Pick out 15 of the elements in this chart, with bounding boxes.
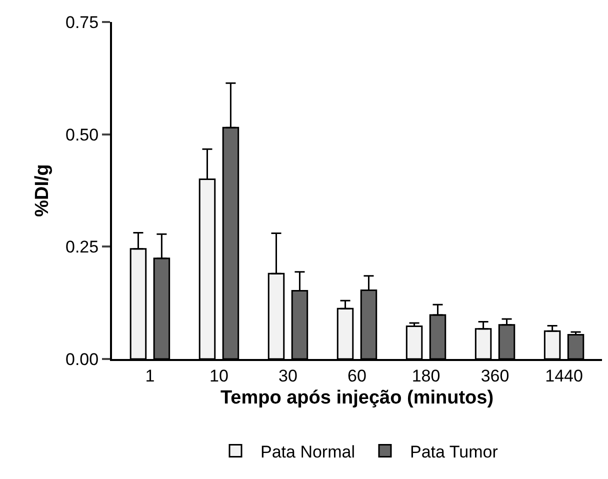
y-tick-label: 0.25 (66, 238, 99, 257)
x-tick-label: 30 (278, 366, 298, 386)
y-tick-label: 0.00 (66, 350, 99, 369)
x-tick-label: 360 (480, 366, 510, 386)
legend-label: Pata Normal (260, 442, 355, 462)
x-tick-label: 1440 (545, 366, 583, 386)
x-tick-label: 60 (348, 366, 366, 386)
y-tick-label: 0.75 (66, 12, 99, 32)
y-tick-label: 0.50 (66, 125, 99, 144)
x-tick-label: 10 (210, 366, 228, 386)
x-tick-label: 180 (412, 366, 440, 386)
x-tick-label: 1 (145, 366, 155, 386)
x-axis-title: Tempo após injeção (minutos) (220, 388, 494, 409)
y-axis-title: %DI/g (32, 164, 53, 217)
legend-label: Pata Tumor (410, 442, 498, 462)
